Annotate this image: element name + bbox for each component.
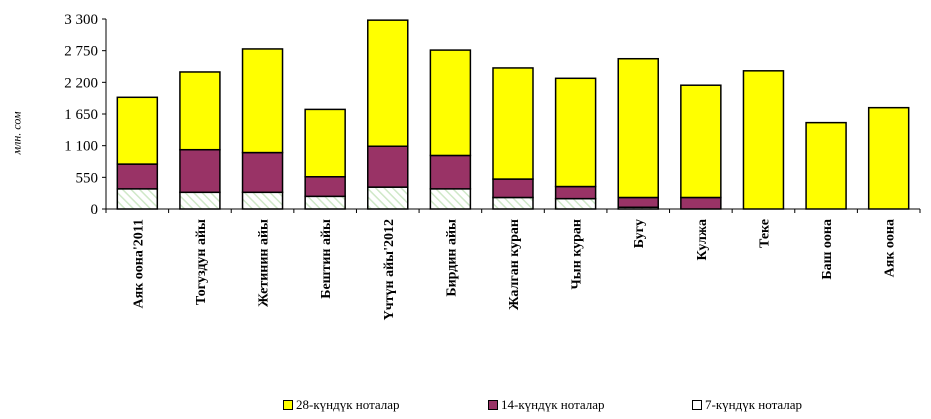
y-tick-label: 550: [76, 170, 99, 186]
x-tick-label: Жетинин айы: [257, 219, 272, 307]
bar-segment-14-day: [492, 178, 534, 199]
x-tick-label: Баш оона: [820, 219, 835, 280]
x-tick-label: Бугу: [632, 219, 647, 248]
bar-segment-14-day: [680, 196, 722, 210]
legend-swatch-7-day: [692, 400, 702, 410]
legend-label-14-day: 14-күндүк ноталар: [501, 397, 605, 412]
bar-segment-14-day: [116, 163, 159, 190]
bar-segment-7-day: [116, 188, 159, 210]
x-tick-label: Аяк оона'2011: [131, 219, 146, 308]
bar-segment-28-day: [429, 49, 472, 157]
bar-segment-28-day: [867, 106, 910, 210]
bar-segment-14-day: [179, 148, 221, 194]
y-axis-label: млн. сом: [4, 58, 30, 208]
legend-item-14-day: 14-күндүк ноталар: [488, 397, 605, 413]
legend-swatch-14-day: [488, 400, 498, 410]
bar-segment-28-day: [179, 71, 221, 151]
bar-segment-7-day: [241, 191, 284, 210]
bar-segment-14-day: [367, 145, 409, 188]
y-axis-label-text: млн. сом: [9, 111, 24, 155]
x-tick-label: Кулжа: [695, 219, 710, 260]
bar-segment-28-day: [742, 70, 785, 210]
bar-segment-28-day: [304, 108, 346, 178]
bar-segment-28-day: [492, 67, 534, 180]
bar-segment-28-day: [116, 96, 159, 165]
bar-segment-14-day: [617, 196, 659, 209]
bar-segment-7-day: [179, 191, 221, 210]
bar-segment-14-day: [554, 185, 597, 200]
legend-item-7-day: 7-күндүк ноталар: [692, 397, 802, 413]
x-tick-label: Чын куран: [570, 219, 585, 290]
bar-segment-28-day: [805, 121, 847, 210]
bar-segment-14-day: [304, 176, 346, 198]
bar-segment-7-day: [492, 196, 534, 210]
bar-segment-28-day: [680, 84, 722, 199]
bar-segment-7-day: [429, 188, 472, 210]
y-tick-label: 2 750: [64, 44, 98, 60]
legend-item-28-day: 28-күндүк ноталар: [283, 397, 400, 413]
legend-label-7-day: 7-күндүк ноталар: [705, 397, 803, 412]
bar-segment-28-day: [617, 57, 659, 199]
bar-segment-28-day: [367, 19, 409, 147]
bar-segment-7-day: [554, 197, 597, 210]
bar-segment-28-day: [554, 77, 597, 188]
x-tick-label: Бирдин айы: [444, 219, 459, 297]
bar-segment-14-day: [241, 151, 284, 194]
y-tick-label: 1 100: [64, 139, 98, 155]
legend-label-28-day: 28-күндүк ноталар: [296, 397, 400, 412]
bar-segment-7-day: [304, 195, 346, 210]
y-tick-label: 0: [91, 202, 99, 218]
x-tick-label: Бештин айы: [319, 219, 334, 299]
y-tick-label: 2 200: [64, 75, 98, 91]
bar-segment-7-day: [367, 186, 409, 210]
x-tick-label: Аяк оона: [883, 219, 898, 277]
x-tick-label: Жалган куран: [507, 219, 522, 310]
legend-swatch-28-day: [283, 400, 293, 410]
bar-segment-28-day: [241, 48, 284, 154]
y-tick-label: 3 300: [64, 12, 98, 28]
x-tick-label: Теке: [757, 219, 772, 248]
y-tick-label: 1 650: [64, 107, 98, 123]
x-tick-label: Үчтүн айы'2012: [382, 219, 397, 320]
x-tick-label: Тогуздун айы: [194, 219, 209, 305]
bar-segment-14-day: [429, 154, 472, 190]
legend: 28-күндүк ноталар 14-күндүк ноталар 7-кү…: [0, 397, 931, 415]
